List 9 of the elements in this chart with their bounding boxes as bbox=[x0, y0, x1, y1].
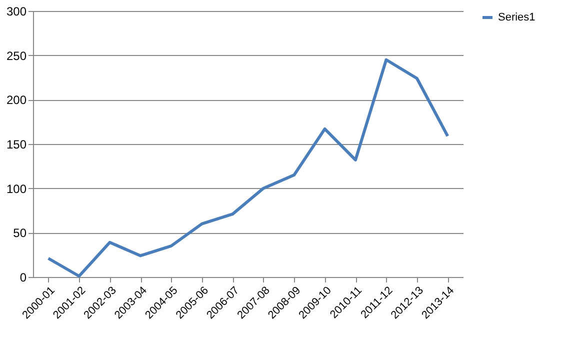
legend-label: Series1 bbox=[498, 12, 536, 24]
y-tick-label: 100 bbox=[6, 182, 27, 196]
y-tick-label: 50 bbox=[13, 226, 27, 240]
y-tick-label: 150 bbox=[6, 138, 27, 152]
line-series bbox=[46, 58, 450, 278]
y-tick-label: 0 bbox=[20, 270, 27, 284]
y-tick-label: 250 bbox=[6, 48, 27, 63]
y-tick-label: 300 bbox=[6, 4, 27, 18]
y-tick-label: 200 bbox=[6, 93, 27, 108]
